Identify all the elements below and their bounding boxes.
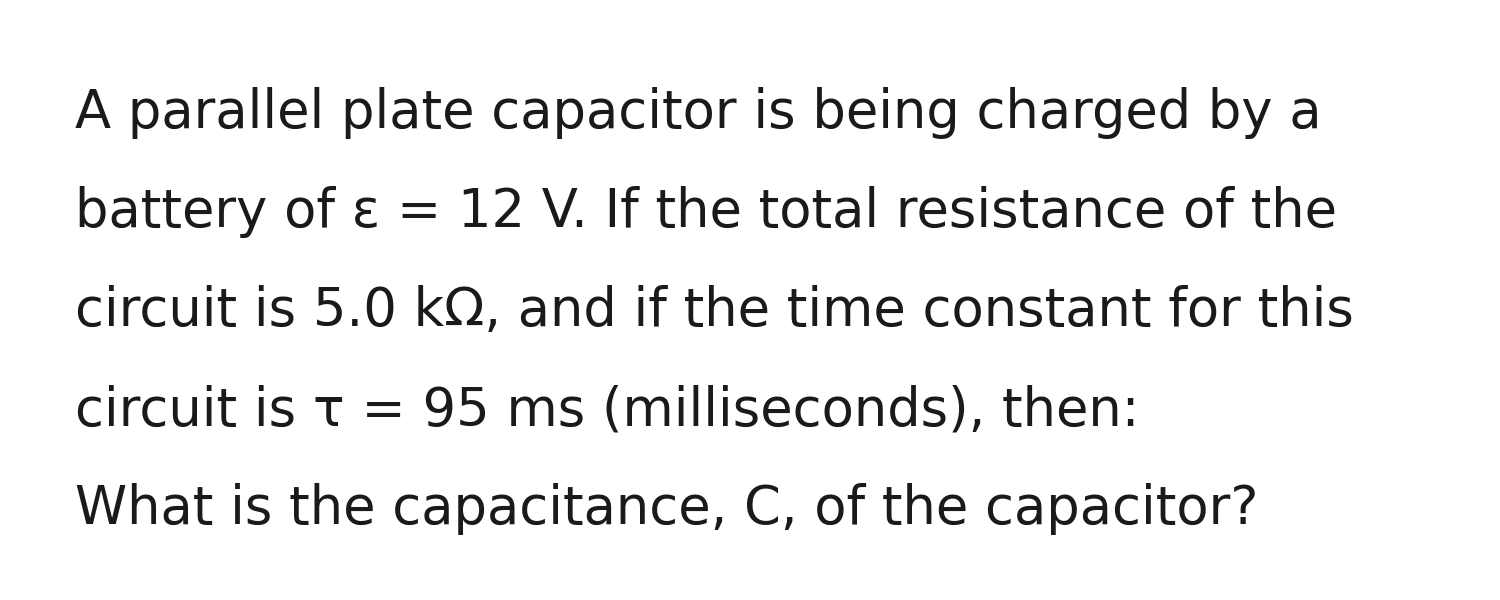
Text: circuit is 5.0 kΩ, and if the time constant for this: circuit is 5.0 kΩ, and if the time const… <box>75 285 1354 337</box>
Text: What is the capacitance, C, of the capacitor?: What is the capacitance, C, of the capac… <box>75 483 1258 535</box>
Text: circuit is τ = 95 ms (milliseconds), then:: circuit is τ = 95 ms (milliseconds), the… <box>75 384 1140 436</box>
Text: A parallel plate capacitor is being charged by a: A parallel plate capacitor is being char… <box>75 87 1322 139</box>
Text: battery of ε = 12 V. If the total resistance of the: battery of ε = 12 V. If the total resist… <box>75 186 1336 238</box>
